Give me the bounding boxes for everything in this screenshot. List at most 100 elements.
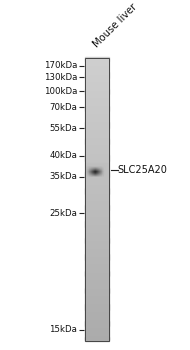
Bar	[96, 164, 97, 165]
Bar	[85, 60, 109, 62]
Bar	[87, 168, 88, 169]
Bar	[105, 167, 106, 168]
Bar	[85, 174, 109, 176]
Bar	[85, 238, 109, 239]
Bar	[102, 170, 103, 171]
Bar	[85, 328, 109, 329]
Bar	[103, 167, 104, 168]
Bar	[102, 170, 103, 171]
Bar	[87, 173, 88, 174]
Bar	[101, 174, 102, 175]
Bar	[101, 174, 102, 175]
Bar	[89, 165, 90, 166]
Bar	[106, 168, 107, 169]
Bar	[94, 170, 95, 171]
Bar	[103, 174, 104, 175]
Bar	[93, 165, 94, 166]
Bar	[89, 171, 90, 172]
Bar	[100, 169, 101, 170]
Bar	[106, 165, 107, 166]
Bar	[96, 166, 97, 167]
Bar	[85, 136, 109, 137]
Bar	[90, 171, 91, 172]
Bar	[104, 170, 105, 171]
Bar	[101, 171, 102, 172]
Bar	[96, 173, 97, 174]
Bar	[107, 169, 108, 170]
Bar	[94, 175, 95, 176]
Bar	[85, 170, 109, 172]
Bar	[85, 58, 109, 60]
Bar	[105, 167, 106, 168]
Bar	[98, 165, 99, 166]
Bar	[93, 169, 94, 170]
Bar	[106, 167, 107, 168]
Bar	[96, 175, 97, 176]
Bar	[99, 168, 100, 169]
Text: 55kDa: 55kDa	[49, 124, 77, 133]
Bar	[87, 169, 88, 170]
Bar	[104, 175, 105, 176]
Bar	[93, 167, 94, 168]
Bar	[101, 165, 102, 166]
Bar	[85, 250, 109, 251]
Bar	[93, 173, 94, 174]
Bar	[105, 167, 106, 168]
Bar	[90, 166, 91, 167]
Bar	[85, 326, 109, 327]
Bar	[101, 165, 102, 166]
Bar	[103, 164, 104, 165]
Bar	[85, 233, 109, 234]
Bar	[97, 170, 98, 171]
Bar	[90, 170, 91, 171]
Bar	[88, 171, 89, 172]
Bar	[95, 174, 96, 175]
Bar	[94, 168, 95, 169]
Bar	[100, 167, 101, 168]
Bar	[89, 165, 90, 166]
Bar	[85, 322, 109, 324]
Bar	[92, 175, 93, 176]
Bar	[99, 170, 100, 171]
Bar	[100, 167, 101, 168]
Bar	[104, 167, 105, 168]
Bar	[103, 169, 104, 170]
Bar	[88, 169, 89, 170]
Bar	[95, 166, 96, 167]
Bar	[85, 288, 109, 290]
Bar	[95, 167, 96, 168]
Bar	[99, 172, 100, 173]
Bar	[87, 170, 88, 171]
Bar	[98, 173, 99, 174]
Bar	[96, 173, 97, 174]
Bar	[87, 166, 88, 167]
Bar	[91, 172, 92, 173]
Bar	[95, 164, 96, 165]
Bar	[89, 174, 90, 175]
Bar	[85, 292, 109, 293]
Bar	[106, 174, 107, 175]
Bar	[106, 173, 107, 174]
Bar	[105, 168, 106, 169]
Bar	[91, 174, 92, 175]
Bar	[85, 108, 109, 110]
Bar	[89, 175, 90, 176]
Bar	[92, 170, 93, 171]
Bar	[94, 175, 95, 176]
Bar	[92, 174, 93, 175]
Bar	[88, 164, 89, 165]
Bar	[85, 296, 109, 297]
Bar	[107, 170, 108, 171]
Bar	[100, 174, 101, 175]
Bar	[94, 167, 95, 168]
Bar	[100, 171, 101, 172]
Bar	[97, 165, 98, 166]
Bar	[99, 170, 100, 171]
Bar	[87, 164, 88, 165]
Bar	[102, 166, 103, 167]
Bar	[99, 171, 100, 172]
Bar	[99, 175, 100, 176]
Bar	[106, 175, 107, 176]
Bar	[98, 168, 99, 169]
Bar	[85, 190, 109, 192]
